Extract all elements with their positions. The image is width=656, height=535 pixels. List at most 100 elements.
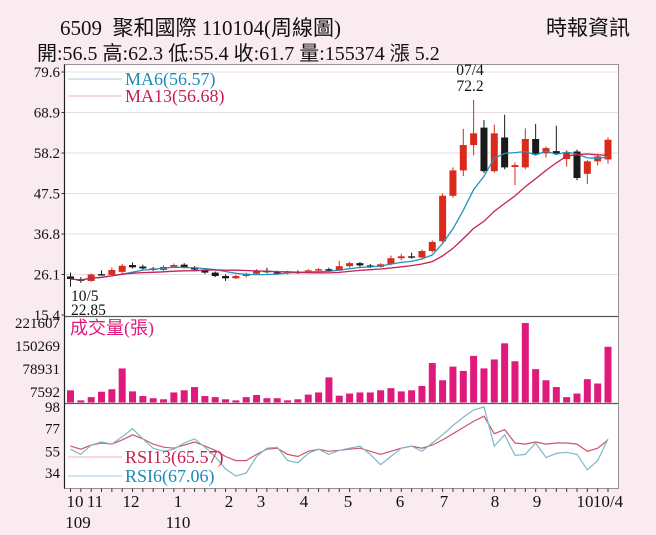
candle-body [511,165,519,168]
x-axis-month-label: 5 [344,492,353,511]
volume-bar [149,398,157,403]
volume-bar [346,393,354,403]
x-axis-month-label: 6 [396,492,405,511]
x-axis-year-label: 109 [65,513,91,532]
volume-bar [263,398,271,403]
rsi-y-label: 77 [45,422,61,438]
rsi-y-label: 55 [45,444,60,460]
candle-body [211,272,219,277]
volume-bar [242,397,250,403]
volume-bar [191,387,199,403]
volume-title: 成交量(張) [70,318,154,339]
volume-bar [304,394,312,403]
volume-bar [542,380,550,403]
candle-body [325,269,333,271]
candle-body [346,263,354,267]
main-y-label: 36.8 [34,227,60,243]
x-axis-month-label: 1 [174,492,183,511]
candle-body [335,266,343,271]
volume-bar [470,355,478,403]
quote-summary: 開:56.5 高:62.3 低:55.4 收:61.7 量:155374 漲 5… [37,43,440,65]
volume-bar [408,390,416,403]
candle-body [418,251,426,258]
price-annotation: 07/4 [456,62,484,79]
volume-bar [377,390,385,403]
volume-bar [501,343,509,403]
candle-body [501,137,509,168]
volume-bar [335,395,343,403]
price-annotation: 22.85 [71,302,106,319]
volume-bar [108,389,116,403]
volume-bar [160,399,168,403]
candle-body [222,276,230,279]
ma13-line [70,153,609,281]
x-axis-year-label: 110 [166,513,191,532]
main-y-label: 47.5 [34,187,60,203]
candle-body [129,265,137,268]
candle-body [118,265,126,272]
volume-bar [180,390,188,403]
volume-y-label: 221607 [15,316,61,332]
candle-body [532,138,540,154]
x-axis-month-label: 3 [257,492,266,511]
price-annotation: 72.2 [456,78,483,95]
volume-y-label: 150269 [15,339,60,355]
volume-bar [604,346,612,403]
volume-bar [594,383,602,403]
volume-bar [573,393,581,403]
volume-bar [77,400,85,403]
ma6-line [70,150,609,281]
rsi-y-label: 98 [45,400,60,416]
x-axis-month-label: 9 [533,492,542,511]
candle-body [232,276,240,279]
volume-bar [284,400,292,403]
volume-bar [118,368,126,403]
volume-bar [552,387,560,403]
candle-body [273,272,281,274]
volume-bar [563,397,571,403]
main-y-label: 68.9 [34,106,60,122]
candle-body [470,133,478,146]
volume-bar [418,385,426,403]
candle-body [583,161,591,174]
volume-bar [480,368,488,403]
x-axis-month-label: 10 [67,492,84,511]
volume-y-label: 7592 [30,385,60,401]
candle-body [397,256,405,259]
plot-background [64,64,619,489]
rsi-legend-label: RSI6(67.06) [125,466,215,487]
x-axis-month-label: 10 [577,492,594,511]
x-axis-month-label: 2 [225,492,234,511]
candle-body [490,133,498,172]
volume-bar [273,398,281,403]
candle-body [439,195,447,242]
candle-body [604,139,612,160]
volume-bar [387,388,395,403]
source-label: 時報資訊 [546,16,630,40]
volume-bar [511,361,519,403]
candle-body [408,256,416,258]
candle-body [552,151,560,154]
volume-bar [428,363,436,403]
x-axis-month-label: 10/4 [593,492,624,511]
volume-y-label: 78931 [23,362,61,378]
main-y-label: 15.4 [34,308,61,324]
main-y-label: 26.1 [34,268,60,284]
volume-bar [315,392,323,403]
volume-bar [170,392,178,403]
candle-body [315,269,323,271]
candle-body [253,270,261,274]
candle-body [573,151,581,178]
volume-bar [129,391,137,403]
volume-bar [490,359,498,403]
rsi6-line [70,406,609,477]
candle-body [180,264,188,268]
candle-body [170,265,178,267]
volume-bar [532,369,540,403]
volume-bar [449,366,457,403]
x-axis-month-label: 12 [123,492,140,511]
volume-bar [356,392,364,403]
candle-body [521,138,529,168]
